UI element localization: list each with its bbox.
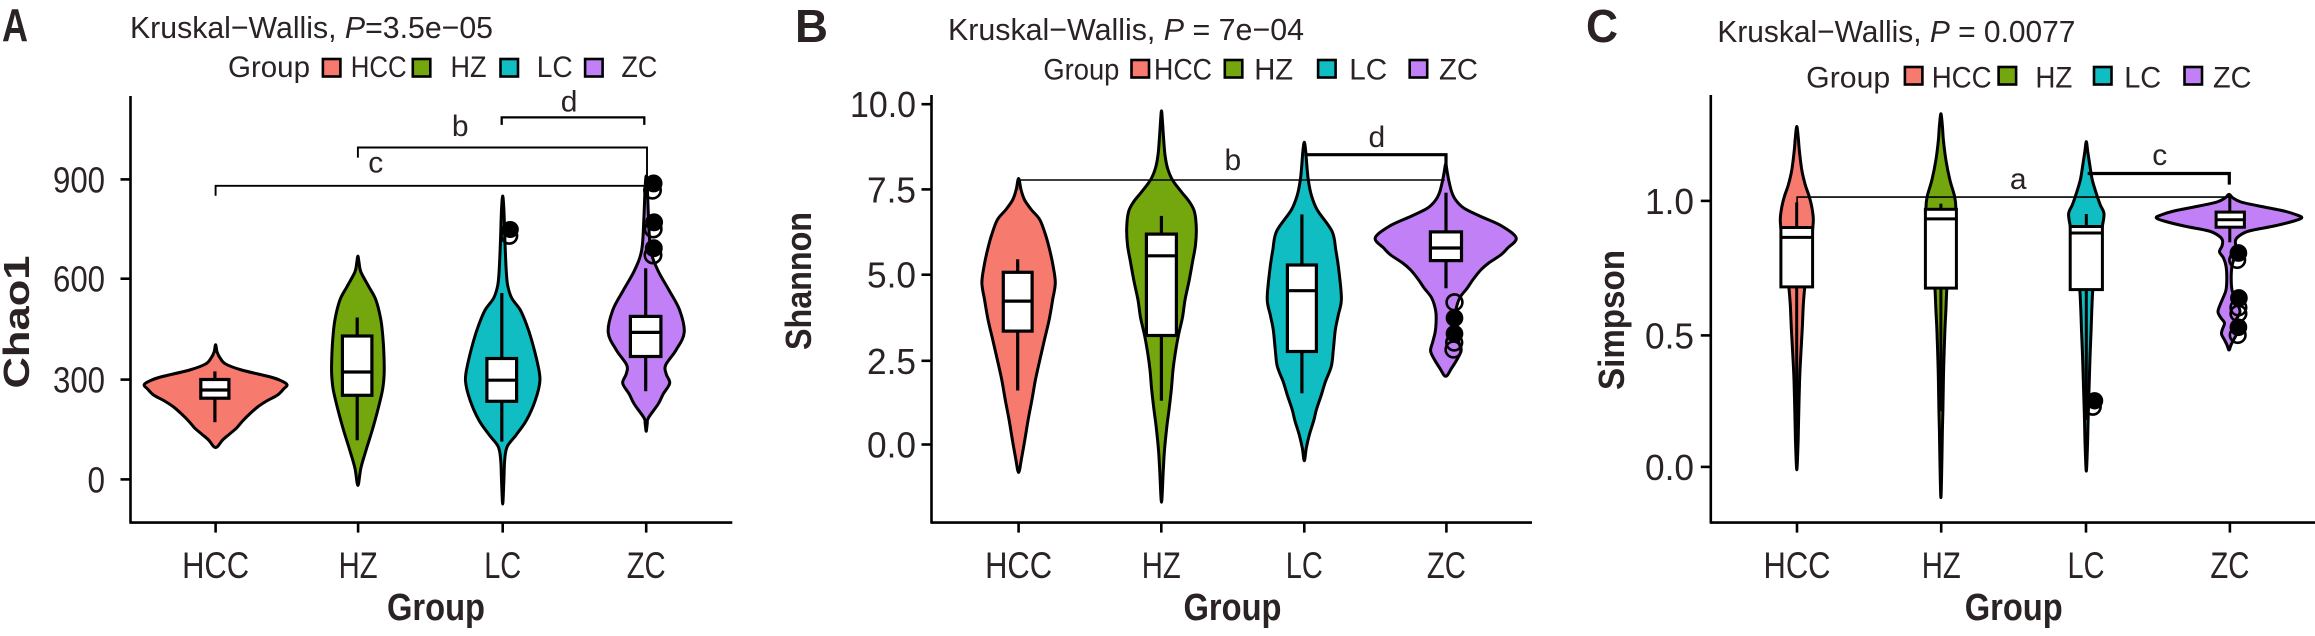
svg-text:ZC: ZC: [627, 545, 666, 586]
svg-text:0.0: 0.0: [1645, 447, 1694, 488]
svg-text:HZ: HZ: [1254, 54, 1293, 87]
svg-text:HCC: HCC: [1764, 545, 1831, 586]
svg-text:0: 0: [88, 459, 106, 500]
svg-text:Group: Group: [1043, 54, 1119, 87]
svg-text:C: C: [1586, 0, 1618, 52]
svg-text:Kruskal−Wallis, P = 7e−04: Kruskal−Wallis, P = 7e−04: [948, 12, 1304, 47]
svg-text:7.5: 7.5: [867, 169, 916, 210]
svg-text:10.0: 10.0: [850, 84, 916, 125]
svg-text:LC: LC: [1286, 545, 1323, 586]
svg-text:HZ: HZ: [339, 545, 378, 586]
svg-text:HZ: HZ: [2035, 62, 2072, 95]
svg-text:HCC: HCC: [182, 545, 249, 586]
svg-text:LC: LC: [537, 51, 573, 84]
svg-text:a: a: [2010, 163, 2027, 196]
svg-text:ZC: ZC: [1439, 54, 1478, 87]
svg-text:Group: Group: [228, 51, 310, 84]
svg-text:ZC: ZC: [621, 51, 657, 84]
svg-text:LC: LC: [1349, 54, 1387, 87]
svg-text:LC: LC: [2124, 62, 2161, 95]
svg-text:b: b: [1225, 144, 1242, 177]
svg-text:Simpson: Simpson: [1591, 250, 1632, 390]
svg-text:600: 600: [53, 259, 105, 300]
svg-text:b: b: [452, 110, 469, 143]
svg-text:1.0: 1.0: [1645, 181, 1694, 222]
svg-text:HZ: HZ: [1922, 545, 1961, 586]
svg-text:B: B: [795, 0, 828, 52]
svg-text:Group: Group: [1806, 62, 1890, 95]
svg-text:Kruskal−Wallis, P = 0.0077: Kruskal−Wallis, P = 0.0077: [1717, 14, 2075, 49]
svg-text:5.0: 5.0: [867, 255, 916, 296]
svg-text:Group: Group: [387, 587, 485, 629]
svg-text:Shannon: Shannon: [778, 212, 819, 350]
svg-text:d: d: [561, 86, 578, 119]
svg-text:c: c: [2152, 139, 2167, 172]
svg-text:Group: Group: [1965, 587, 2063, 629]
svg-text:2.5: 2.5: [867, 341, 916, 382]
svg-text:d: d: [1368, 121, 1385, 154]
svg-text:300: 300: [53, 360, 105, 401]
svg-text:Kruskal−Wallis, P=3.5e−05: Kruskal−Wallis, P=3.5e−05: [130, 10, 493, 45]
svg-text:LC: LC: [484, 545, 521, 586]
svg-text:Chao1: Chao1: [0, 256, 37, 389]
svg-text:c: c: [368, 147, 383, 180]
svg-text:ZC: ZC: [2213, 62, 2252, 95]
svg-text:HCC: HCC: [351, 51, 407, 84]
svg-text:ZC: ZC: [1427, 545, 1466, 586]
svg-text:HZ: HZ: [1142, 545, 1181, 586]
svg-text:HCC: HCC: [1932, 62, 1992, 95]
svg-text:900: 900: [53, 159, 105, 200]
svg-text:ZC: ZC: [2210, 545, 2249, 586]
svg-text:0.5: 0.5: [1645, 315, 1694, 356]
svg-text:0.0: 0.0: [867, 425, 916, 466]
svg-text:Group: Group: [1184, 587, 1282, 629]
svg-text:LC: LC: [2068, 545, 2105, 586]
svg-text:A: A: [2, 0, 28, 51]
svg-text:HCC: HCC: [1154, 54, 1212, 87]
svg-text:HCC: HCC: [985, 545, 1052, 586]
svg-text:HZ: HZ: [451, 51, 487, 84]
